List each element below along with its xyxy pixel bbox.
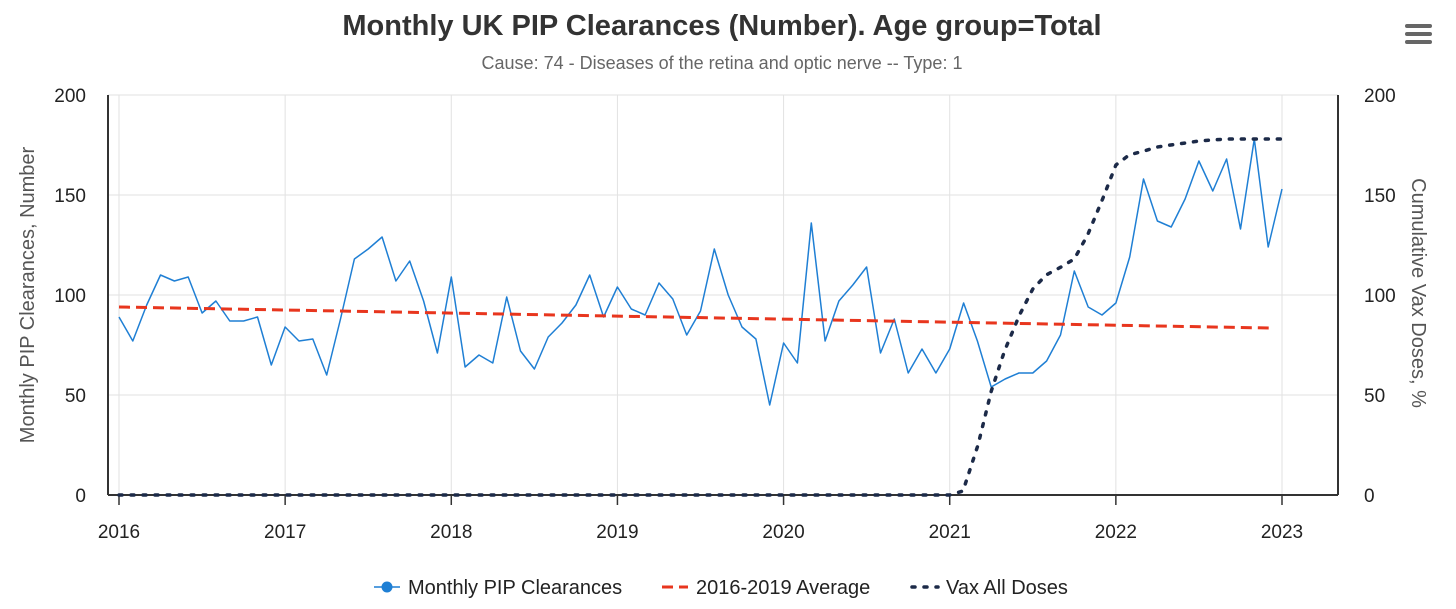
y-tick-label-right: 100 [1364, 286, 1396, 307]
x-tick-label: 2019 [596, 522, 638, 543]
legend-marker [381, 581, 393, 593]
x-tick-label: 2023 [1261, 522, 1303, 543]
y-tick-label-left: 100 [54, 286, 86, 307]
x-tick-label: 2020 [762, 522, 804, 543]
y-tick-label-right: 50 [1364, 386, 1385, 407]
y-axis-title-left: Monthly PIP Clearances, Number [17, 146, 39, 443]
y-tick-label-right: 200 [1364, 86, 1396, 107]
legend-label: Monthly PIP Clearances [408, 577, 622, 599]
legend-label: Vax All Doses [946, 577, 1068, 599]
axes [107, 95, 1339, 505]
grid [108, 94, 1338, 496]
x-tick-label: 2016 [98, 522, 140, 543]
chart-title: Monthly UK PIP Clearances (Number). Age … [342, 10, 1101, 42]
chart-menu-button[interactable] [1398, 18, 1438, 52]
series-line-2016-2019-average [118, 305, 1269, 330]
series-line-monthly-pip-clearances [118, 138, 1283, 406]
legend-item-monthly-pip-clearances: Monthly PIP Clearances [374, 577, 622, 599]
plot-area [117, 137, 1284, 497]
legend-label: 2016-2019 Average [696, 577, 870, 599]
x-tick-label: 2022 [1095, 522, 1137, 543]
hamburger-menu-icon [1405, 24, 1432, 44]
x-tick-label: 2018 [430, 522, 472, 543]
y-tick-label-left: 150 [54, 186, 86, 207]
y-tick-label-right: 150 [1364, 186, 1396, 207]
y-tick-label-left: 50 [65, 386, 86, 407]
x-tick-label: 2017 [264, 522, 306, 543]
y-axis-title-right: Cumulative Vax Doses, % [1407, 178, 1429, 408]
x-tick-label: 2021 [929, 522, 971, 543]
legend-item-vax-all-doses: Vax All Doses [910, 577, 1068, 599]
legend: Monthly PIP Clearances 2016-2019 Average V… [374, 577, 1068, 599]
y-tick-label-left: 0 [75, 486, 86, 507]
chart-subtitle: Cause: 74 - Diseases of the retina and o… [482, 53, 963, 73]
y-tick-label-right: 0 [1364, 486, 1375, 507]
legend-item-2016-2019-average: 2016-2019 Average [662, 577, 870, 599]
y-tick-label-left: 200 [54, 86, 86, 107]
tick-labels: 2016 2017 2018 2019 2020 2021 2022 2023 0 50 100 15… [54, 86, 1395, 543]
